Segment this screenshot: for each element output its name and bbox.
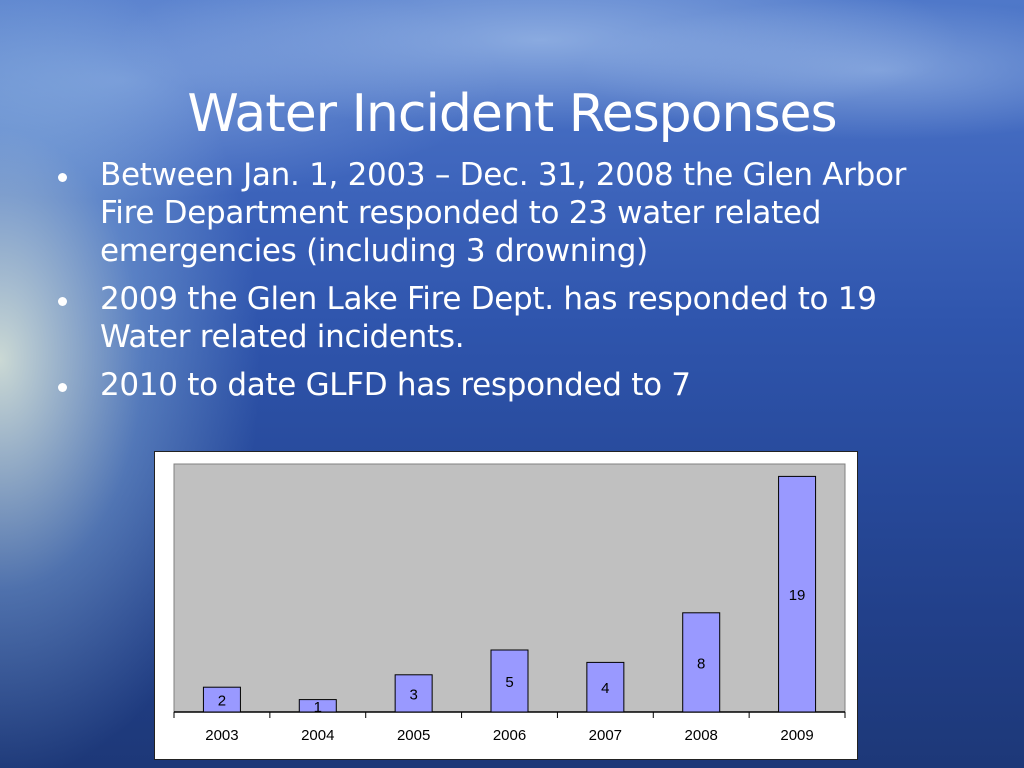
x-tick-label-2003: 2003 (205, 727, 238, 744)
data-label-2008: 8 (697, 655, 705, 672)
data-label-2005: 3 (409, 686, 417, 703)
data-label-2006: 5 (505, 674, 513, 691)
bullet-item: 2010 to date GLFD has responded to 7 (58, 366, 958, 404)
bar-2004 (298, 699, 337, 713)
x-tick-label-2008: 2008 (685, 727, 718, 744)
bar-2009 (778, 475, 817, 713)
bar-2006 (490, 649, 529, 713)
bullet-text: 2010 to date GLFD has responded to 7 (100, 367, 691, 403)
bullet-dot-icon (58, 297, 67, 306)
bullet-dot-icon (58, 383, 67, 392)
bullet-item: 2009 the Glen Lake Fire Dept. has respon… (58, 280, 958, 356)
bar-chart-svg: 2 2003 1 2004 3 2005 5 2006 4 2007 8 2008 19 2009 (173, 463, 846, 744)
data-label-2009: 19 (789, 587, 806, 604)
bullet-dot-icon (58, 173, 67, 182)
bullet-list: Between Jan. 1, 2003 – Dec. 31, 2008 the… (58, 156, 958, 414)
x-tick-label-2005: 2005 (397, 727, 430, 744)
bullet-text: 2009 the Glen Lake Fire Dept. has respon… (100, 281, 877, 355)
slide-title: Water Incident Responses (187, 84, 837, 144)
x-tick-label-2006: 2006 (493, 727, 526, 744)
bar-chart: 2 2003 1 2004 3 2005 5 2006 4 2007 8 2008 19 2009 (154, 451, 858, 760)
data-label-2007: 4 (601, 680, 609, 697)
bullet-item: Between Jan. 1, 2003 – Dec. 31, 2008 the… (58, 156, 958, 270)
data-label-2003: 2 (218, 693, 226, 710)
x-tick-label-2004: 2004 (301, 727, 334, 744)
bar-2007 (586, 661, 625, 713)
data-label-2004: 1 (314, 699, 322, 716)
bar-2008 (682, 612, 721, 713)
x-tick-label-2007: 2007 (589, 727, 622, 744)
x-tick-label-2009: 2009 (780, 727, 813, 744)
bar-2005 (394, 674, 433, 713)
bullet-text: Between Jan. 1, 2003 – Dec. 31, 2008 the… (100, 157, 907, 269)
bar-2003 (202, 686, 241, 713)
